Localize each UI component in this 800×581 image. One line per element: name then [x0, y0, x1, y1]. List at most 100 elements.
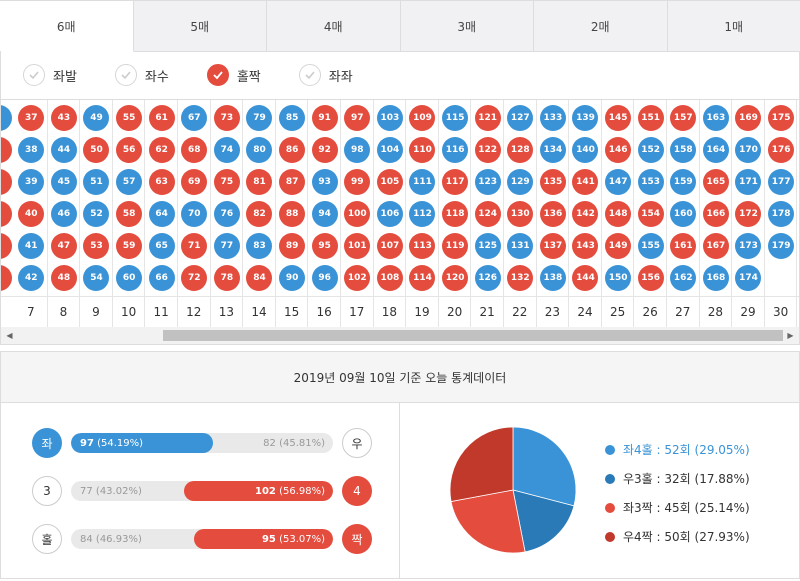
result-ball	[1, 169, 12, 195]
result-ball: 151	[637, 105, 664, 131]
grid-column: 163 164 165 166 167 168	[700, 100, 733, 296]
grid-column: 67 68 69 70 71 72	[178, 100, 211, 296]
result-ball: 178	[768, 201, 795, 227]
result-ball: 131	[507, 233, 534, 259]
result-ball: 83	[246, 233, 273, 259]
result-ball: 153	[637, 169, 664, 195]
result-ball: 127	[507, 105, 534, 131]
side-badge: 홀	[32, 524, 62, 554]
tab-2[interactable]: 2매	[534, 1, 668, 52]
result-ball: 82	[246, 201, 273, 227]
right-value-label: 95 (53.07%)	[261, 533, 325, 545]
grid-column: 55 56 57 58 59 60	[113, 100, 146, 296]
result-ball: 160	[670, 201, 697, 227]
column-numbers: 7 8 9 10 11 12 13 14 15 16 17 18 19 20 21 22 23 24 25 26 27 2…	[1, 296, 799, 327]
result-ball: 108	[376, 265, 403, 291]
check-icon[interactable]	[206, 64, 229, 86]
grid-column: 151 152 153 154 155 156	[634, 100, 667, 296]
side-badge: 4	[342, 476, 372, 506]
result-ball: 163	[702, 105, 729, 131]
result-ball: 62	[148, 137, 175, 163]
grid-column: 91 92 93 94 95 96	[308, 100, 341, 296]
result-ball: 71	[181, 233, 208, 259]
tab-5[interactable]: 5매	[133, 1, 267, 52]
result-ball: 96	[311, 265, 338, 291]
grid-column: 115 116 117 118 119 120	[439, 100, 472, 296]
result-ball: 99	[344, 169, 371, 195]
result-ball: 58	[116, 201, 143, 227]
column-number: 15	[276, 297, 309, 327]
result-ball: 125	[474, 233, 501, 259]
grid-column: 157 158 159 160 161 162	[667, 100, 700, 296]
filter-jwabal[interactable]: 좌발	[23, 64, 77, 86]
filter-bar: 좌발 좌수 홀짝 좌좌	[0, 51, 800, 99]
result-ball: 77	[213, 233, 240, 259]
check-icon[interactable]	[114, 64, 137, 86]
result-ball: 93	[311, 169, 338, 195]
result-ball: 152	[637, 137, 664, 163]
filter-label: 좌발	[53, 69, 77, 85]
result-ball: 130	[507, 201, 534, 227]
left-value-label: 77 (43.02%)	[80, 485, 142, 497]
result-ball: 154	[637, 201, 664, 227]
result-ball: 87	[279, 169, 306, 195]
result-ball: 129	[507, 169, 534, 195]
filter-jwasu[interactable]: 좌수	[114, 64, 169, 86]
filter-holjjak[interactable]: 홀짝	[206, 64, 261, 86]
result-ball: 91	[311, 105, 338, 131]
result-ball: 167	[702, 233, 729, 259]
column-number: 8	[48, 297, 81, 327]
result-ball: 119	[442, 233, 469, 259]
pie-slice	[512, 489, 575, 553]
result-ball: 86	[279, 137, 306, 163]
result-ball: 50	[83, 137, 110, 163]
column-number: 17	[341, 297, 374, 327]
scroll-thumb[interactable]	[163, 330, 783, 341]
filter-label: 좌수	[144, 69, 169, 85]
grid-column: 109 110 111 112 113 114	[406, 100, 439, 296]
legend-dot	[605, 473, 615, 484]
result-ball: 107	[376, 233, 403, 259]
result-ball: 97	[344, 105, 371, 131]
result-ball: 143	[572, 233, 599, 259]
column-number: 10	[113, 297, 146, 327]
column-number: 30	[765, 297, 798, 327]
result-ball: 52	[83, 201, 110, 227]
result-ball: 75	[213, 169, 240, 195]
result-ball: 144	[572, 265, 599, 291]
tab-1[interactable]: 1매	[667, 1, 800, 52]
column-number: 23	[537, 297, 570, 327]
result-ball: 135	[539, 169, 566, 195]
result-ball: 120	[442, 265, 469, 291]
tab-6[interactable]: 6매	[0, 1, 134, 52]
result-ball: 165	[702, 169, 729, 195]
result-ball: 115	[442, 105, 469, 131]
check-icon[interactable]	[23, 64, 45, 86]
filter-jwajwa[interactable]: 좌좌	[298, 64, 353, 86]
horizontal-scrollbar[interactable]: ◀ ▶	[1, 327, 799, 344]
result-ball: 49	[83, 105, 110, 131]
result-ball: 38	[18, 137, 45, 163]
check-icon[interactable]	[298, 64, 321, 86]
result-ball: 123	[474, 169, 501, 195]
scroll-left-icon[interactable]: ◀	[6, 331, 13, 340]
tab-4[interactable]: 4매	[267, 1, 401, 52]
result-ball: 48	[50, 265, 77, 291]
result-ball: 55	[116, 105, 143, 131]
result-ball: 106	[376, 201, 403, 227]
column-number: 27	[667, 297, 700, 327]
legend-item: 좌3짝 : 45회 (25.14%)	[605, 493, 750, 522]
ratio-track: 77 (43.02%) 102 (56.98%)	[71, 481, 333, 501]
result-ball: 156	[637, 265, 664, 291]
grid-column: 145 146 147 148 149 150	[602, 100, 635, 296]
result-ball: 85	[279, 105, 306, 131]
result-ball: 54	[83, 265, 110, 291]
result-ball: 109	[409, 105, 436, 131]
result-ball: 65	[148, 233, 175, 259]
pie-legend: 좌4홀 : 52회 (29.05%) 우3홀 : 32회 (17.88%) 좌3…	[605, 435, 750, 551]
result-ball: 159	[670, 169, 697, 195]
result-ball: 100	[344, 201, 371, 227]
tab-3[interactable]: 3매	[400, 1, 534, 52]
result-ball: 88	[279, 201, 306, 227]
scroll-right-icon[interactable]: ▶	[787, 331, 794, 340]
